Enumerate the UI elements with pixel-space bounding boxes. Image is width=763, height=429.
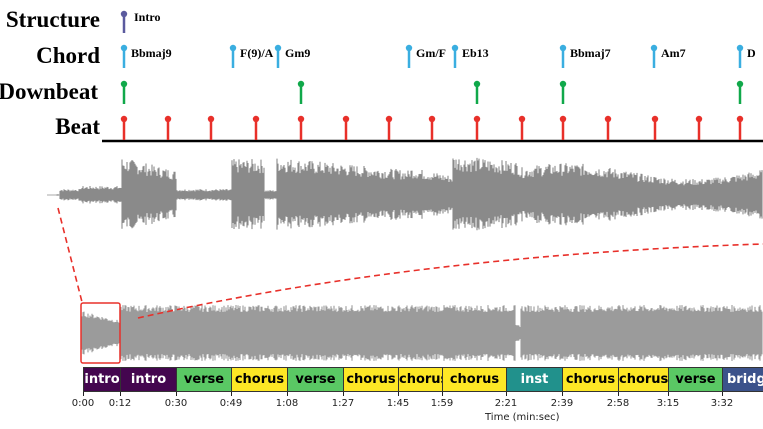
tick-label: 1:08 — [275, 398, 299, 409]
chord-marker-head — [274, 44, 282, 52]
segment-chorus: chorus — [562, 367, 619, 392]
chord-marker-head — [559, 44, 567, 52]
chord-label: D — [747, 46, 756, 60]
tick-mark — [287, 392, 288, 396]
chord-marker-head — [229, 44, 237, 52]
tick-mark — [506, 392, 507, 396]
beat-marker-head — [164, 115, 172, 123]
chord-label: Bbmaj9 — [131, 46, 172, 60]
tick-mark — [343, 392, 344, 396]
segment-verse: verse — [668, 367, 723, 392]
tick-mark — [120, 392, 121, 396]
row-label-downbeat: Downbeat — [0, 79, 98, 104]
beat-marker-head — [428, 115, 436, 123]
downbeat-marker-head — [559, 80, 567, 88]
segment-chorus: chorus — [231, 367, 288, 392]
row-label-chord: Chord — [36, 43, 100, 68]
beat-marker-head — [473, 115, 481, 123]
tick-mark — [668, 392, 669, 396]
segment-bridge: bridge — [722, 367, 763, 392]
beat-marker-head — [342, 115, 350, 123]
zoom-region-box — [80, 302, 121, 364]
row-label-beat: Beat — [55, 114, 100, 139]
chord-marker-head — [120, 44, 128, 52]
segment-verse: verse — [176, 367, 232, 392]
tick-mark — [442, 392, 443, 396]
beat-marker-head — [651, 115, 659, 123]
tick-mark — [722, 392, 723, 396]
chord-label: Eb13 — [462, 46, 489, 60]
beat-marker-head — [518, 115, 526, 123]
chord-label: Gm/F — [416, 46, 446, 60]
tick-label: 0:12 — [108, 398, 132, 409]
downbeat-marker-head — [297, 80, 305, 88]
tick-mark — [398, 392, 399, 396]
tick-label: 2:58 — [606, 398, 630, 409]
segment-intro: intro — [83, 367, 121, 392]
beat-marker-head — [297, 115, 305, 123]
tick-label: 0:00 — [71, 398, 95, 409]
beat-marker-head — [252, 115, 260, 123]
tick-label: 3:32 — [710, 398, 734, 409]
beat-marker-head — [695, 115, 703, 123]
segment-intro: intro — [120, 367, 177, 392]
beat-marker-head — [604, 115, 612, 123]
chord-marker-head — [405, 44, 413, 52]
row-label-structure: Structure — [5, 7, 100, 32]
chord-label: Gm9 — [285, 46, 310, 60]
chord-label: Am7 — [661, 46, 686, 60]
downbeat-marker-head — [473, 80, 481, 88]
tick-mark — [231, 392, 232, 396]
beat-marker-head — [736, 115, 744, 123]
tick-label: 1:27 — [331, 398, 355, 409]
tick-label: 2:39 — [550, 398, 574, 409]
segment-chorus: chorus — [618, 367, 669, 392]
tick-mark — [83, 392, 84, 396]
chord-marker-head — [451, 44, 459, 52]
segment-verse: verse — [287, 367, 344, 392]
beat-marker-head — [385, 115, 393, 123]
tick-mark — [618, 392, 619, 396]
segment-chorus: chorus — [442, 367, 507, 392]
tick-label: 1:45 — [386, 398, 410, 409]
tick-label: 0:49 — [219, 398, 243, 409]
tick-mark — [176, 392, 177, 396]
chord-label: Bbmaj7 — [570, 46, 611, 60]
tick-mark — [562, 392, 563, 396]
chord-marker-head — [650, 44, 658, 52]
tick-label: 0:30 — [164, 398, 188, 409]
segment-chorus: chorus — [398, 367, 443, 392]
full-waveform — [56, 157, 763, 231]
x-axis-label: Time (min:sec) — [485, 412, 560, 423]
zoom-connector-left — [57, 207, 83, 303]
zoom-connector-right — [137, 243, 763, 319]
chord-label: F(9)/A — [240, 46, 274, 60]
tick-label: 2:21 — [494, 398, 518, 409]
beat-marker-head — [120, 115, 128, 123]
segment-chorus: chorus — [343, 367, 399, 392]
chord-marker-head — [736, 44, 744, 52]
tick-label: 3:15 — [656, 398, 680, 409]
zoomed-waveform — [81, 305, 763, 361]
structure-label: Intro — [134, 10, 160, 24]
downbeat-marker-head — [120, 80, 128, 88]
beat-marker-head — [559, 115, 567, 123]
segment-inst: inst — [506, 367, 563, 392]
tick-label: 1:59 — [430, 398, 454, 409]
beat-marker-head — [207, 115, 215, 123]
downbeat-marker-head — [736, 80, 744, 88]
structure-marker-head — [120, 10, 128, 18]
